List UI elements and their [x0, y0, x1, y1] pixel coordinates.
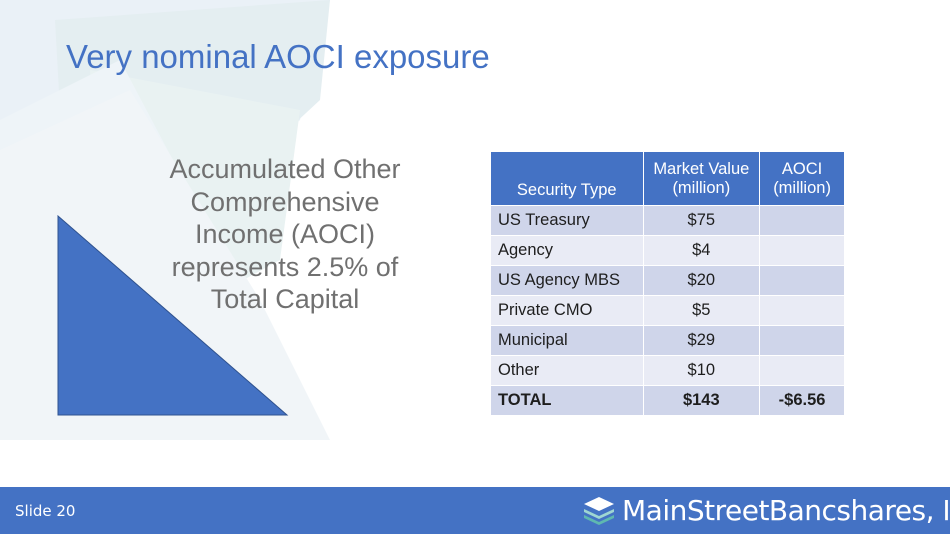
cell-aoci: [759, 235, 845, 266]
cell-aoci: [759, 355, 845, 386]
table-row: Private CMO $5: [490, 295, 845, 326]
cell-aoci: [759, 205, 845, 236]
table-row: US Treasury $75: [490, 205, 845, 236]
slide-title: Very nominal AOCI exposure: [66, 38, 490, 75]
table-row: Agency $4: [490, 235, 845, 266]
cell-security-type: TOTAL: [490, 385, 644, 416]
table-header-row: Security Type Market Value (million) AOC…: [490, 151, 845, 206]
cell-aoci: [759, 325, 845, 356]
cell-security-type: Private CMO: [490, 295, 644, 326]
header-market-value-unit: (million): [672, 178, 731, 197]
aoci-callout-text: Accumulated Other Comprehensive Income (…: [140, 153, 430, 316]
cell-security-type: US Agency MBS: [490, 265, 644, 296]
cell-market-value: $4: [642, 235, 761, 266]
header-market-value-line: Market Value: [653, 159, 750, 178]
table-row: US Agency MBS $20: [490, 265, 845, 296]
cell-security-type: Municipal: [490, 325, 644, 356]
cell-security-type: US Treasury: [490, 205, 644, 236]
securities-table: Security Type Market Value (million) AOC…: [490, 151, 845, 416]
table-row: Municipal $29: [490, 325, 845, 356]
callout-line: Total Capital: [210, 284, 360, 314]
callout-line: represents 2.5% of: [171, 251, 399, 282]
cell-market-value: $143: [642, 385, 761, 416]
cell-market-value: $5: [642, 295, 761, 326]
cell-market-value: $20: [642, 265, 761, 296]
header-aoci-unit: (million): [773, 178, 831, 197]
header-security-type: Security Type: [490, 151, 644, 206]
cell-aoci: [759, 265, 845, 296]
table-total-row: TOTAL $143 -$6.56: [490, 385, 845, 416]
callout-line: Income (AOCI): [194, 219, 376, 249]
right-triangle-shape: [57, 215, 289, 416]
cell-aoci: [759, 295, 845, 326]
callout-line: Comprehensive: [190, 186, 380, 217]
stacked-layers-icon: [584, 497, 614, 525]
header-aoci-line: AOCI: [781, 159, 823, 178]
cell-market-value: $29: [642, 325, 761, 356]
header-aoci: AOCI (million): [759, 151, 845, 206]
footer-bar: Slide 20 MainStreetBancshares, Inc.: [0, 487, 950, 534]
cell-security-type: Other: [490, 355, 644, 386]
cell-market-value: $75: [642, 205, 761, 236]
cell-security-type: Agency: [490, 235, 644, 266]
header-market-value: Market Value (million): [642, 151, 761, 206]
callout-line: Accumulated Other: [169, 154, 401, 184]
slide-number: Slide 20: [15, 502, 76, 520]
cell-market-value: $10: [642, 355, 761, 386]
logo-text: MainStreetBancshares, Inc.: [622, 494, 950, 527]
cell-aoci: -$6.56: [759, 385, 845, 416]
table-row: Other $10: [490, 355, 845, 386]
